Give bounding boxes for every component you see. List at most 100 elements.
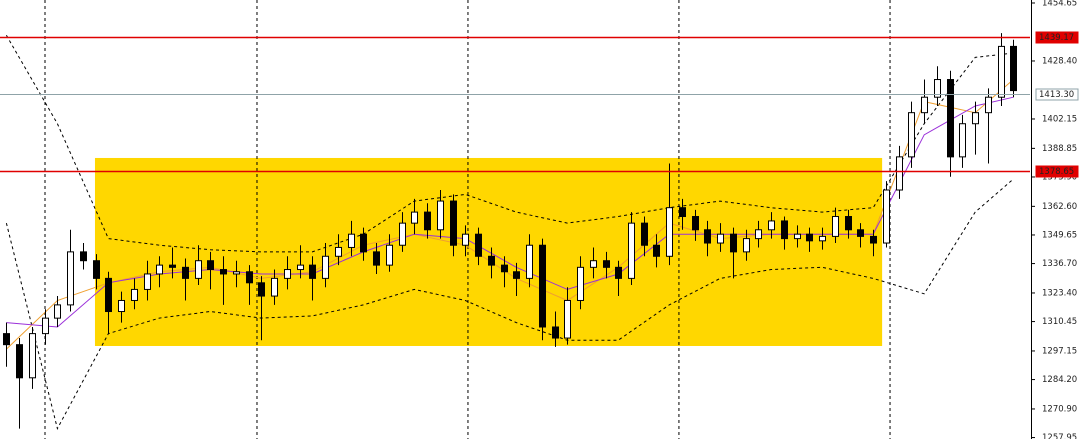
candle-body	[80, 251, 87, 262]
candle-body	[653, 244, 660, 257]
candle-body	[271, 277, 278, 297]
candle-body	[552, 326, 559, 339]
candle-body	[475, 233, 482, 257]
y-tick-label: 1349.65	[1042, 230, 1077, 240]
candle-body	[526, 244, 533, 279]
candle-body	[411, 211, 418, 224]
candle-body	[182, 266, 189, 279]
candle-body	[29, 333, 36, 379]
candle-body	[373, 251, 380, 266]
candle-body	[857, 229, 864, 237]
y-tick-label: 1323.40	[1042, 288, 1077, 298]
candle-body	[985, 96, 992, 114]
candle-body	[399, 222, 406, 246]
candle-body	[564, 299, 571, 339]
candle-body	[322, 255, 329, 279]
candle-body	[806, 233, 813, 242]
candle-body	[246, 271, 253, 284]
y-tick-label: 1257.95	[1042, 433, 1077, 439]
candle-body	[450, 200, 457, 246]
candle-body	[755, 229, 762, 240]
price-label-box	[1035, 165, 1079, 178]
candle-body	[781, 220, 788, 240]
candle-body	[195, 260, 202, 279]
y-tick-label: 1284.20	[1042, 375, 1077, 385]
candle-body	[717, 233, 724, 244]
candle-body	[603, 260, 610, 268]
candle-body	[297, 264, 304, 271]
candle-body	[131, 288, 138, 301]
y-tick-label: 1388.85	[1042, 144, 1077, 154]
candle-body	[348, 233, 355, 248]
candle-body	[934, 79, 941, 98]
candle-body	[883, 189, 890, 244]
candle-body	[144, 273, 151, 290]
candle-body	[501, 264, 508, 273]
y-tick-label: 1362.60	[1042, 202, 1077, 212]
candle-body	[692, 216, 699, 231]
candle-body	[704, 229, 711, 244]
y-tick-label: 1297.15	[1042, 346, 1077, 356]
candle-body	[258, 282, 265, 297]
candle-body	[628, 222, 635, 279]
price-label: 1413.30	[1039, 90, 1074, 100]
candle-body	[615, 266, 622, 279]
candle-body	[896, 156, 903, 191]
y-tick-label: 1402.15	[1042, 114, 1077, 124]
candle-body	[743, 238, 750, 253]
candle-body	[207, 260, 214, 271]
candle-body	[54, 304, 61, 319]
candle-body	[16, 344, 23, 379]
candle-body	[908, 112, 915, 158]
candle-body	[220, 269, 227, 275]
candle-body	[513, 271, 520, 279]
candle-body	[679, 207, 686, 218]
candle-body	[424, 211, 431, 231]
price-label-box	[1035, 88, 1079, 101]
candle-body	[972, 112, 979, 125]
price-label: 1378.65	[1039, 167, 1074, 177]
candle-body	[832, 216, 839, 237]
candle-body	[437, 200, 444, 231]
candle-body	[959, 123, 966, 158]
y-tick-label: 1270.90	[1042, 404, 1077, 414]
candle-body	[845, 216, 852, 231]
candle-body	[947, 79, 954, 158]
candle-body	[335, 246, 342, 257]
candle-body	[998, 45, 1005, 98]
candle-body	[666, 207, 673, 257]
candle-body	[284, 269, 291, 279]
candle-body	[169, 264, 176, 268]
y-tick-label: 1454.65	[1042, 0, 1077, 8]
candle-body	[3, 333, 10, 346]
candle-body	[539, 244, 546, 328]
candle-body	[156, 264, 163, 275]
candle-body	[360, 233, 367, 253]
band-line	[5, 178, 1014, 430]
candle-body	[105, 277, 112, 313]
axis-background	[1030, 0, 1080, 439]
candle-body	[921, 96, 928, 114]
candle-body	[488, 255, 495, 266]
band-line	[5, 35, 1014, 253]
candle-body	[577, 266, 584, 301]
y-tick-label: 1310.45	[1042, 317, 1077, 327]
candle-body	[386, 244, 393, 266]
price-label-box	[1035, 31, 1079, 44]
candle-body	[1010, 45, 1017, 92]
price-label: 1439.17	[1039, 33, 1074, 43]
candle-body	[67, 251, 74, 306]
candle-body	[42, 317, 49, 335]
candle-body	[794, 233, 801, 240]
candle-body	[309, 264, 316, 279]
candle-body	[730, 233, 737, 253]
candle-body	[641, 222, 648, 246]
candle-body	[870, 235, 877, 244]
candle-body	[590, 260, 597, 268]
y-tick-label: 1428.40	[1042, 56, 1077, 66]
candle-body	[462, 233, 469, 246]
candle-body	[233, 271, 240, 275]
candle-body	[768, 220, 775, 231]
candle-body	[118, 299, 125, 313]
